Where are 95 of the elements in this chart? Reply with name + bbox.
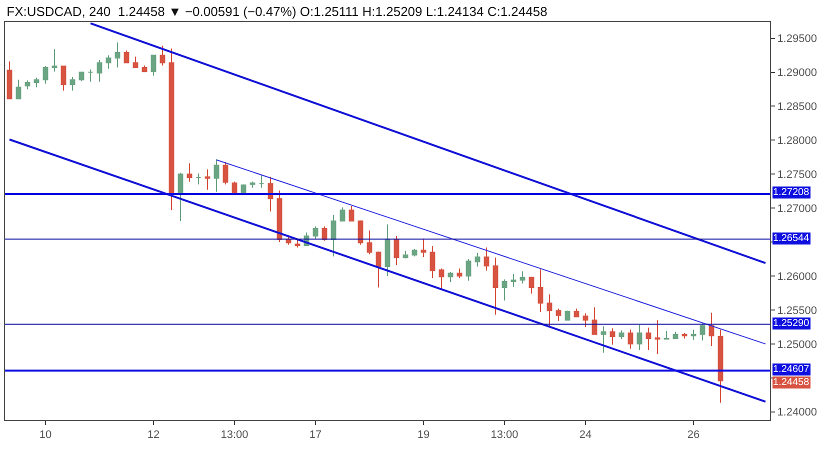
candlestick [34,77,40,88]
candlestick [654,320,660,355]
x-tick-label: 19 [417,429,430,442]
candlestick [124,50,130,64]
candlestick [250,181,256,188]
y-tick-label: 1.24000 [777,406,817,419]
candlestick [106,54,112,70]
candlestick [556,308,562,322]
candlestick [672,331,678,339]
candlestick [366,230,372,255]
y-tick-label: 1.25000 [777,338,817,351]
candlestick [708,312,714,346]
candlestick [88,69,94,82]
ref-line-label: 1.27208 [773,187,810,198]
candlestick [52,48,58,72]
y-tick-label: 1.27000 [777,202,817,215]
candlestick [502,278,508,301]
candlestick [142,64,148,72]
y-tick-label: 1.28500 [777,101,817,114]
candlestick [294,238,300,248]
candlestick [376,251,382,288]
candlestick [690,329,696,340]
candlestick [312,226,318,240]
candlestick [492,257,498,316]
candlestick [178,172,184,222]
annotation: 1.24458 [773,377,810,388]
candlestick [16,79,22,100]
chart-title: FX:USDCAD, 240 1.24458 ▼ −0.00591 (−0.47%) O:1.25111 H:1.25209 L:1.24134 C:1.24458 [6,4,548,19]
candlestick [448,271,454,283]
candlestick [474,252,480,268]
candlestick [456,268,462,279]
x-tick-label: 24 [579,429,592,442]
candlestick [412,248,418,257]
candlestick [114,42,120,68]
candlestick [96,60,102,82]
candlestick [70,76,76,92]
y-tick-label: 1.27500 [777,168,817,181]
candlestick [682,332,688,339]
candlestick [438,268,444,290]
candlestick [538,268,544,313]
candlestick [592,306,598,335]
ref-line-label: 1.24607 [773,364,810,375]
candlestick [574,308,580,318]
candlestick [528,276,534,294]
candlestick [6,60,12,100]
candlestick [402,250,408,259]
y-tick-label: 1.25500 [777,304,817,317]
candlestick [150,54,156,76]
candlestick [168,48,174,211]
candlestick [700,323,706,342]
candlestick [384,224,390,277]
candlestick [340,206,346,222]
x-tick-label: 10 [39,429,52,442]
ref-line-label: 1.25290 [773,318,810,329]
x-tick-label: 17 [309,429,322,442]
candlestick [196,172,202,185]
candlestick [222,161,228,185]
candlestick [186,162,192,182]
candlestick [24,80,30,90]
candlestick [60,66,66,92]
candlestick [636,324,642,351]
candlestick [160,45,166,66]
candlestick [466,258,472,282]
candlestick [664,330,670,340]
candlestick [348,206,354,222]
x-tick-label: 13:00 [220,429,248,442]
candlestick [42,66,48,84]
candlestick [600,326,606,354]
candlestick [268,176,274,212]
y-tick-label: 1.29500 [777,33,817,46]
candlestick [546,294,552,328]
candlestick [204,168,210,190]
x-tick-label: 13:00 [490,429,518,442]
candlestick [394,235,400,266]
candlestick [132,56,138,68]
candlestick [646,327,652,351]
candlestick [610,328,616,346]
candlestick [520,270,526,284]
candlestick [420,238,426,258]
candlestick [484,246,490,272]
y-tick-label: 1.26000 [777,270,817,283]
candlestick [618,330,624,340]
candlestick [582,312,588,328]
candlestick [258,174,264,188]
x-tick-label: 12 [147,429,160,442]
candlestick [430,246,436,279]
x-tick-label: 26 [687,429,700,442]
ref-line-label: 1.26544 [773,233,810,244]
candlestick [628,329,634,350]
candlestick [330,214,336,257]
candlestick [214,158,220,192]
candlestick [718,329,724,404]
y-tick-label: 1.29000 [777,67,817,80]
candlestick [510,273,516,288]
y-tick-label: 1.28000 [777,135,817,148]
